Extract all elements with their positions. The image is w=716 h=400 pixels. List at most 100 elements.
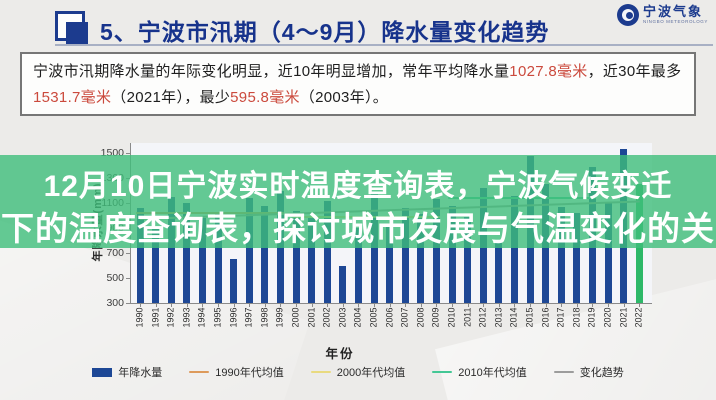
x-tick-label-1992: 1992 [165,307,176,328]
legend-swatch-icon [432,370,453,374]
bar-1990 [136,208,144,303]
bar-1997 [245,198,253,303]
ningbo-meteorology-logo: 宁波气象 NINGBO METEOROLOGY [616,4,708,26]
x-tick-label-1998: 1998 [259,307,270,328]
legend-swatch-icon [92,367,113,377]
bar-2002 [323,200,331,303]
x-tick-mark [296,304,297,307]
x-tick-mark [623,304,625,307]
x-tick-mark [561,304,563,307]
bar-2011 [464,216,472,303]
y-tick-label: 700 [106,247,124,259]
y-tick-mark [126,153,130,154]
x-tick-mark [186,304,188,307]
x-tick-mark [576,304,578,307]
y-tick-mark [126,278,130,279]
legend-swatch-icon [553,370,574,374]
legend-swatch-icon [310,370,331,374]
title-underline [55,44,713,46]
ningbo-meteorology-logo-icon [616,4,639,26]
x-tick-label-1993: 1993 [181,307,192,328]
legend-item: 1990年代均值 [189,364,284,380]
summary-segment: （2003年）。 [299,89,389,106]
overlay-banner: 12月10日宁波实时温度查询表，宁波气候变迁 下的温度查询表，探讨城市发展与气温… [0,155,716,248]
x-tick-mark [483,304,485,307]
summary-box: 宁波市汛期降水量的年际变化明显，近10年明显增加，常年平均降水量1027.8毫米… [20,52,696,116]
y-tick-label: 500 [106,272,124,284]
x-tick-label-1997: 1997 [243,307,254,328]
x-tick-mark [374,304,375,307]
bar-1996 [230,259,238,303]
x-tick-mark [327,304,329,307]
x-tick-mark [171,304,173,307]
y-tick-label: 300 [106,297,124,309]
y-tick-mark [126,253,130,254]
x-tick-label-1990: 1990 [134,307,145,328]
legend-label: 2000年代均值 [336,367,406,379]
bar-1994 [198,218,206,303]
bar-2001 [308,215,316,303]
bar-2004 [354,228,362,303]
x-tick-label-2022: 2022 [633,307,644,328]
bar-1991 [152,228,160,303]
x-tick-label-2000: 2000 [290,307,301,328]
x-tick-label-2020: 2020 [602,307,613,328]
legend-item: 2000年代均值 [310,364,406,380]
legend-item: 年降水量 [92,364,162,380]
x-tick-label-2009: 2009 [430,307,441,328]
x-tick-label-2017: 2017 [555,307,566,328]
bar-2000 [292,210,300,303]
x-tick-mark [233,304,235,307]
x-tick-label-1995: 1995 [212,307,223,328]
bar-2017 [557,206,565,303]
x-tick-label-2001: 2001 [306,307,317,328]
x-tick-label-1999: 1999 [274,307,285,328]
x-tick-label-1991: 1991 [150,307,161,328]
legend-label: 1990年代均值 [215,367,284,379]
summary-segment: ，近30年最多 [587,63,682,80]
bar-1993 [183,203,191,303]
bar-2006 [386,225,394,303]
x-tick-mark [155,304,157,307]
x-tick-mark [545,304,547,307]
x-tick-mark [218,304,219,307]
x-tick-label-2012: 2012 [477,307,488,328]
x-axis [130,303,652,304]
logo-text-cn: 宁波气象 [642,4,703,20]
summary-highlight-value: 1027.8毫米 [509,63,588,80]
x-tick-label-1994: 1994 [196,307,207,328]
bar-1992 [167,196,175,303]
x-tick-mark [280,304,282,307]
x-tick-mark [592,304,594,307]
bar-2010 [448,205,456,303]
x-tick-mark [202,304,204,307]
x-tick-mark [358,304,360,307]
legend-label: 2010年代均值 [458,367,527,379]
x-tick-label-2006: 2006 [384,307,395,328]
legend-label: 年降水量 [118,367,163,379]
bar-2020 [604,201,612,303]
x-tick-label-2015: 2015 [524,307,535,328]
x-tick-mark [342,304,344,307]
x-tick-label-2010: 2010 [446,307,457,328]
bar-2005 [370,194,378,303]
x-tick-label-2003: 2003 [337,307,348,328]
x-tick-mark [389,304,391,307]
chart-legend: 年降水量 1990年代均值 2000年代均值 2010年代均值 变化趋势 [0,364,716,380]
legend-item: 2010年代均值 [432,364,527,380]
x-tick-mark [530,304,531,307]
x-tick-mark [420,304,422,307]
x-tick-label-1996: 1996 [228,307,239,328]
summary-segment: 宁波市汛期降水量的年际变化明显，近10年明显增加，常年平均降水量 [33,63,510,80]
bar-2013 [495,241,503,303]
x-tick-mark [140,304,141,307]
x-tick-label-2016: 2016 [540,307,551,328]
title-bullet-square-filled-icon [66,22,88,44]
legend-swatch-icon [189,370,210,374]
legend-item: 变化趋势 [553,364,624,380]
x-tick-label-2018: 2018 [571,307,582,328]
x-tick-mark [311,304,313,307]
x-tick-mark [467,304,469,307]
x-tick-label-2019: 2019 [586,307,597,328]
x-tick-label-2008: 2008 [415,307,426,328]
